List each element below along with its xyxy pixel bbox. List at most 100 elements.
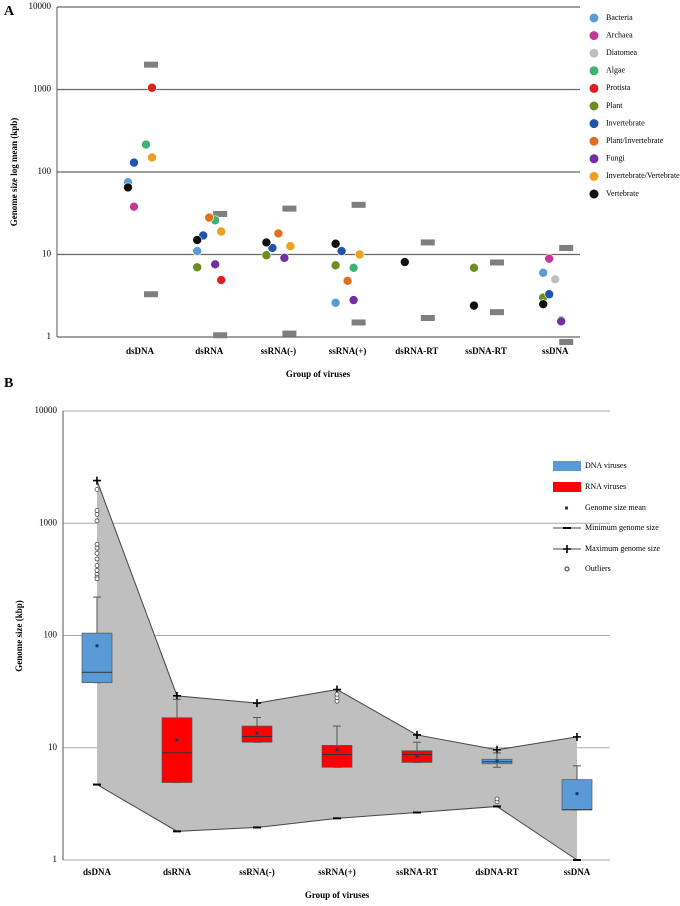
x-axis-title: Group of viruses bbox=[305, 890, 370, 900]
legend-label: Diatomea bbox=[606, 48, 638, 57]
x-tick-label: ssRNA(+) bbox=[329, 346, 367, 356]
box bbox=[161, 717, 193, 783]
host-marker bbox=[556, 316, 567, 327]
range-min bbox=[420, 314, 435, 321]
outlier bbox=[334, 691, 340, 697]
legend-label: DNA viruses bbox=[585, 461, 627, 470]
y-tick-label: 100 bbox=[44, 630, 58, 640]
outlier bbox=[94, 550, 100, 556]
host-marker bbox=[550, 274, 561, 285]
host-marker bbox=[192, 235, 202, 245]
host-marker bbox=[129, 157, 139, 168]
x-tick-label: ssRNA(-) bbox=[261, 346, 297, 356]
range-max bbox=[213, 210, 228, 217]
range-min bbox=[282, 330, 297, 337]
outlier bbox=[94, 545, 100, 551]
x-tick-label: ssRNA-RT bbox=[396, 867, 438, 877]
legend-marker bbox=[589, 189, 599, 199]
host-marker bbox=[285, 241, 296, 252]
host-marker bbox=[336, 246, 347, 256]
host-marker bbox=[267, 243, 278, 253]
legend-marker bbox=[589, 119, 599, 129]
legend-marker bbox=[589, 13, 599, 23]
legend-marker bbox=[589, 66, 599, 76]
range-max bbox=[490, 259, 504, 266]
y-tick-label: 1 bbox=[53, 854, 58, 864]
legend-marker bbox=[589, 31, 599, 41]
host-marker bbox=[216, 275, 226, 285]
legend-label: RNA viruses bbox=[585, 482, 626, 491]
host-marker bbox=[538, 299, 549, 309]
legend-label: Genome size mean bbox=[585, 503, 646, 512]
legend-label: Outliers bbox=[585, 564, 611, 573]
max-marker bbox=[93, 476, 101, 485]
host-marker bbox=[204, 212, 214, 223]
panel-label: A bbox=[4, 4, 15, 19]
outlier bbox=[94, 576, 100, 582]
host-marker bbox=[330, 297, 341, 308]
x-tick-label: ssDNA-RT bbox=[465, 346, 507, 356]
y-axis-title: Genome size log mean (kpb) bbox=[9, 118, 19, 227]
box bbox=[81, 632, 113, 684]
legend-marker bbox=[589, 48, 599, 58]
y-tick-label: 10000 bbox=[29, 1, 52, 11]
legend-swatch bbox=[553, 461, 581, 471]
legend-label: Plant/Invertebrate bbox=[606, 136, 664, 145]
outlier bbox=[94, 541, 100, 547]
legend-label: Vertebrate bbox=[606, 189, 639, 198]
host-marker bbox=[261, 250, 272, 261]
legend-marker bbox=[589, 83, 599, 93]
legend-marker bbox=[564, 566, 570, 572]
legend-marker bbox=[589, 136, 599, 146]
range-min bbox=[144, 291, 158, 298]
mean-marker bbox=[415, 754, 419, 758]
host-marker bbox=[141, 139, 151, 150]
host-marker bbox=[544, 253, 555, 264]
y-tick-label: 100 bbox=[38, 166, 52, 176]
range-min bbox=[213, 332, 228, 339]
host-marker bbox=[129, 201, 139, 212]
x-axis-title: Group of viruses bbox=[286, 369, 351, 379]
legend-label: Maximum genome size bbox=[585, 544, 661, 553]
host-marker bbox=[538, 268, 549, 278]
x-tick-label: dsDNA bbox=[83, 867, 112, 877]
y-tick-label: 1000 bbox=[33, 84, 52, 94]
x-tick-label: ssRNA(+) bbox=[318, 867, 356, 877]
host-marker bbox=[273, 228, 284, 239]
host-marker bbox=[261, 237, 272, 248]
mean-marker bbox=[495, 759, 499, 763]
range-max bbox=[420, 239, 435, 246]
host-marker bbox=[123, 182, 133, 193]
max-marker bbox=[413, 730, 421, 739]
legend-marker bbox=[589, 154, 599, 164]
x-tick-label: dsDNA bbox=[126, 346, 155, 356]
panel-label: B bbox=[4, 376, 13, 391]
host-marker bbox=[279, 253, 290, 263]
y-tick-label: 1000 bbox=[39, 517, 58, 527]
legend-label: Invertebrate/Vertebrate bbox=[606, 171, 680, 180]
outlier bbox=[94, 512, 100, 517]
outlier bbox=[94, 568, 100, 573]
outlier bbox=[94, 518, 100, 524]
mean-marker bbox=[335, 748, 339, 752]
mean-marker bbox=[255, 731, 259, 735]
mean-marker bbox=[575, 792, 579, 796]
host-marker bbox=[192, 246, 202, 256]
host-marker bbox=[147, 152, 157, 163]
range-max bbox=[351, 201, 366, 208]
host-marker bbox=[348, 262, 359, 273]
legend-label: Archaea bbox=[606, 30, 633, 39]
x-tick-label: ssDNA bbox=[564, 867, 591, 877]
legend-label: Invertebrate bbox=[606, 118, 645, 127]
range-min bbox=[351, 319, 366, 326]
x-tick-label: dsRNA bbox=[195, 346, 224, 356]
legend-marker bbox=[589, 101, 599, 111]
y-tick-label: 10 bbox=[48, 742, 58, 752]
range-max bbox=[144, 61, 158, 68]
host-marker bbox=[330, 238, 341, 249]
host-marker bbox=[399, 257, 410, 267]
legend-label: Plant bbox=[606, 101, 623, 110]
host-marker bbox=[147, 82, 157, 93]
